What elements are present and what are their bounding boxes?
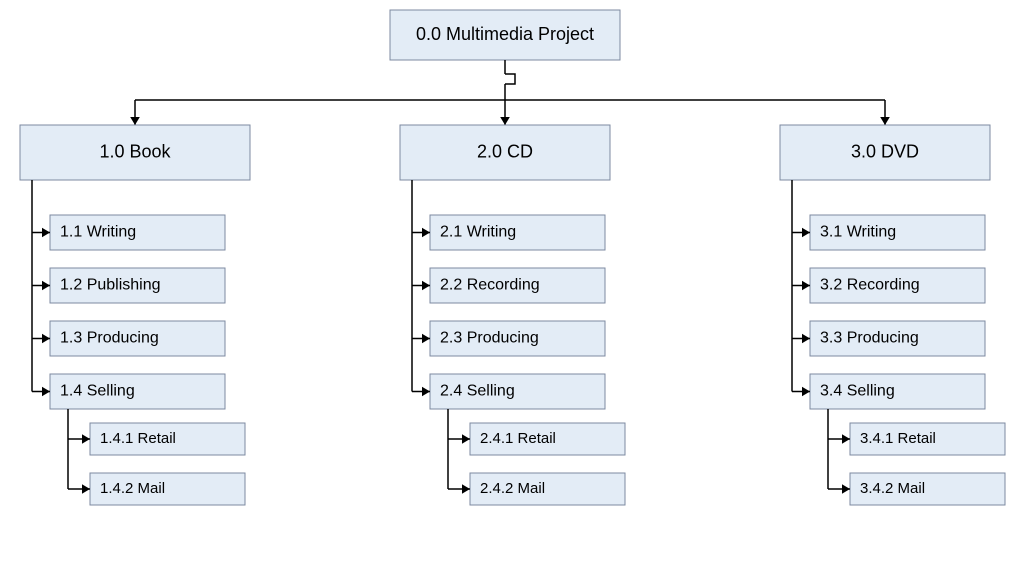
subtask-label: 3.4.2 Mail: [860, 480, 925, 497]
task-label: 3.1 Writing: [820, 224, 896, 241]
branch-label-book: 1.0 Book: [99, 141, 171, 161]
subtask-label: 1.4.1 Retail: [100, 430, 176, 447]
task-label: 1.4 Selling: [60, 383, 135, 400]
task-label: 3.4 Selling: [820, 383, 895, 400]
task-label: 2.4 Selling: [440, 383, 515, 400]
subtask-label: 2.4.2 Mail: [480, 480, 545, 497]
subtask-label: 1.4.2 Mail: [100, 480, 165, 497]
task-label: 2.1 Writing: [440, 224, 516, 241]
task-label: 3.3 Producing: [820, 330, 919, 347]
subtask-label: 3.4.1 Retail: [860, 430, 936, 447]
subtask-label: 2.4.1 Retail: [480, 430, 556, 447]
task-label: 1.3 Producing: [60, 330, 159, 347]
task-label: 1.1 Writing: [60, 224, 136, 241]
task-label: 2.2 Recording: [440, 277, 540, 294]
wbs-diagram: 0.0 Multimedia Project 1.0 Book 1.1 Writin…: [0, 0, 1024, 579]
task-label: 1.2 Publishing: [60, 277, 161, 294]
root-label: 0.0 Multimedia Project: [416, 24, 594, 44]
task-label: 2.3 Producing: [440, 330, 539, 347]
branch-label-cd: 2.0 CD: [477, 141, 533, 161]
branch-label-dvd: 3.0 DVD: [851, 141, 919, 161]
task-label: 3.2 Recording: [820, 277, 920, 294]
